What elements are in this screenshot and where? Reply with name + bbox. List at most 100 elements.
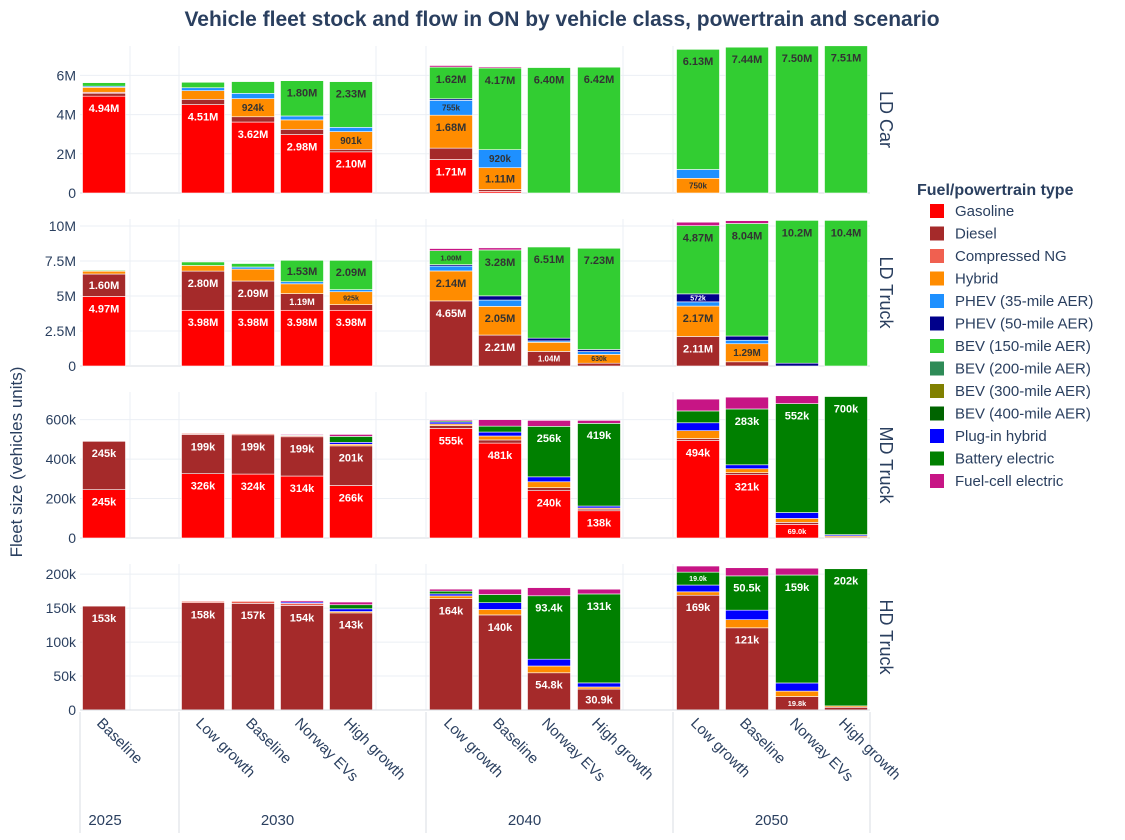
bar-md-truck-gasoline[interactable] xyxy=(725,474,769,539)
bar-ld-car-fuel-cell-electric[interactable] xyxy=(429,65,473,68)
bar-ld-truck-phev-50-mile-aer[interactable] xyxy=(577,349,621,352)
bar-ld-car-bev-150-mile-aer[interactable] xyxy=(429,66,473,100)
bar-hd-truck-fuel-cell-electric[interactable] xyxy=(429,588,473,592)
bar-ld-car-bev-150-mile-aer[interactable] xyxy=(775,45,819,194)
bar-md-truck-battery-electric[interactable] xyxy=(478,425,522,433)
bar-md-truck-diesel[interactable] xyxy=(231,434,275,475)
bar-hd-truck-battery-electric[interactable] xyxy=(725,575,769,611)
legend[interactable]: Fuel/powertrain type Gasoline Diesel Compr… xyxy=(917,182,1093,490)
bar-ld-truck-diesel[interactable] xyxy=(676,336,720,367)
bar-hd-truck-battery-electric[interactable] xyxy=(775,574,819,684)
bar-ld-car-bev-150-mile-aer[interactable] xyxy=(527,67,571,194)
bar-ld-truck-bev-150-mile-aer[interactable] xyxy=(329,260,373,290)
bar-ld-truck-bev-150-mile-aer[interactable] xyxy=(527,246,571,339)
bar-hd-truck-fuel-cell-electric[interactable] xyxy=(478,588,522,595)
bar-md-truck-gasoline[interactable] xyxy=(82,489,126,539)
bar-md-truck-diesel[interactable] xyxy=(527,487,571,491)
bar-ld-car-diesel[interactable] xyxy=(429,147,473,160)
legend-item-plug-in-hybrid[interactable]: Plug-in hybrid xyxy=(930,428,1047,445)
bar-md-truck-battery-electric[interactable] xyxy=(527,426,571,478)
bar-ld-truck-bev-150-mile-aer[interactable] xyxy=(231,263,275,268)
bar-hd-truck-hybrid[interactable] xyxy=(676,591,720,596)
bar-ld-car-diesel[interactable] xyxy=(181,99,225,105)
bar-ld-truck-phev-35-mile-aer[interactable] xyxy=(478,299,522,307)
bar-ld-truck-phev-35-mile-aer[interactable] xyxy=(280,281,324,285)
legend-item-battery-electric[interactable]: Battery electric xyxy=(930,451,1055,468)
bar-hd-truck-compressed-ng[interactable] xyxy=(181,601,225,604)
bar-ld-truck-bev-150-mile-aer[interactable] xyxy=(280,259,324,283)
bar-ld-car-bev-150-mile-aer[interactable] xyxy=(329,81,373,128)
bar-ld-car-bev-150-mile-aer[interactable] xyxy=(824,45,868,194)
bar-md-truck-fuel-cell-electric[interactable] xyxy=(478,419,522,427)
bar-ld-truck-gasoline[interactable] xyxy=(82,296,126,367)
bar-hd-truck-plug-in-hybrid[interactable] xyxy=(725,609,769,620)
bar-md-truck-gasoline[interactable] xyxy=(181,473,225,539)
bar-ld-car-bev-150-mile-aer[interactable] xyxy=(82,82,126,87)
bar-ld-truck-phev-50-mile-aer[interactable] xyxy=(775,362,819,367)
bar-ld-truck-phev-35-mile-aer[interactable] xyxy=(725,339,769,345)
bar-ld-car-bev-150-mile-aer[interactable] xyxy=(231,81,275,94)
bar-md-truck-fuel-cell-electric[interactable] xyxy=(775,395,819,404)
bar-ld-car-gasoline[interactable] xyxy=(429,159,473,194)
bar-ld-car-phev-35-mile-aer[interactable] xyxy=(231,93,275,99)
legend-item-phev-35-mile-aer[interactable]: PHEV (35-mile AER) xyxy=(930,293,1093,310)
bar-ld-truck-bev-150-mile-aer[interactable] xyxy=(181,261,225,266)
legend-item-diesel[interactable]: Diesel xyxy=(930,226,997,243)
bar-ld-car-hybrid[interactable] xyxy=(280,119,324,130)
bar-hd-truck-hybrid[interactable] xyxy=(725,619,769,629)
bar-ld-truck-diesel[interactable] xyxy=(429,300,473,367)
bar-ld-car-gasoline[interactable] xyxy=(280,134,324,194)
bar-hd-truck-fuel-cell-electric[interactable] xyxy=(577,588,621,595)
bar-ld-truck-diesel[interactable] xyxy=(329,304,373,311)
bar-ld-car-gasoline[interactable] xyxy=(181,104,225,194)
bar-ld-truck-diesel[interactable] xyxy=(478,334,522,367)
bar-md-truck-fuel-cell-electric[interactable] xyxy=(527,420,571,427)
bar-md-truck-battery-electric[interactable] xyxy=(329,436,373,443)
bar-hd-truck-plug-in-hybrid[interactable] xyxy=(527,658,571,667)
bar-hd-truck-plug-in-hybrid[interactable] xyxy=(577,682,621,688)
bar-md-truck-gasoline[interactable] xyxy=(280,475,324,539)
bar-ld-truck-fuel-cell-electric[interactable] xyxy=(676,221,720,226)
bar-ld-truck-diesel[interactable] xyxy=(577,362,621,367)
bar-md-truck-fuel-cell-electric[interactable] xyxy=(577,420,621,424)
bar-hd-truck-fuel-cell-electric[interactable] xyxy=(676,565,720,573)
bar-md-truck-fuel-cell-electric[interactable] xyxy=(329,434,373,437)
bar-ld-truck-bev-150-mile-aer[interactable] xyxy=(577,247,621,350)
bar-hd-truck-diesel[interactable] xyxy=(82,605,126,711)
bar-hd-truck-diesel[interactable] xyxy=(231,603,275,711)
bar-md-truck-gasoline[interactable] xyxy=(676,440,720,539)
bar-ld-truck-fuel-cell-electric[interactable] xyxy=(725,220,769,224)
bar-md-truck-compressed-ng[interactable] xyxy=(181,433,225,435)
legend-item-bev-200-mile-aer[interactable]: BEV (200-mile AER) xyxy=(930,361,1091,378)
bar-ld-truck-bev-150-mile-aer[interactable] xyxy=(82,270,126,272)
bar-md-truck-diesel[interactable] xyxy=(280,436,324,477)
bar-ld-truck-gasoline[interactable] xyxy=(280,309,324,367)
bar-ld-car-phev-35-mile-aer[interactable] xyxy=(329,127,373,132)
bar-md-truck-hybrid[interactable] xyxy=(527,481,571,488)
bar-md-truck-plug-in-hybrid[interactable] xyxy=(775,512,819,519)
bar-ld-truck-phev-35-mile-aer[interactable] xyxy=(429,265,473,272)
bar-hd-truck-hybrid[interactable] xyxy=(429,595,473,599)
bar-ld-car-hybrid[interactable] xyxy=(181,90,225,100)
bar-hd-truck-compressed-ng[interactable] xyxy=(231,601,275,604)
bar-ld-car-diesel[interactable] xyxy=(231,116,275,123)
bar-ld-truck-hybrid[interactable] xyxy=(478,306,522,336)
bar-md-truck-hybrid[interactable] xyxy=(478,435,522,441)
bar-ld-car-diesel[interactable] xyxy=(82,92,126,97)
bar-ld-truck-hybrid[interactable] xyxy=(676,305,720,337)
bar-hd-truck-plug-in-hybrid[interactable] xyxy=(676,584,720,593)
bar-md-truck-hybrid[interactable] xyxy=(725,468,769,473)
bar-ld-truck-bev-150-mile-aer[interactable] xyxy=(775,220,819,364)
bar-hd-truck-plug-in-hybrid[interactable] xyxy=(329,608,373,612)
bar-ld-car-bev-150-mile-aer[interactable] xyxy=(577,66,621,194)
bar-ld-car-bev-150-mile-aer[interactable] xyxy=(478,67,522,150)
bar-md-truck-battery-electric[interactable] xyxy=(775,403,819,513)
bar-hd-truck-plug-in-hybrid[interactable] xyxy=(478,602,522,610)
bar-ld-truck-fuel-cell-electric[interactable] xyxy=(429,248,473,251)
bar-ld-car-gasoline[interactable] xyxy=(231,121,275,194)
bar-md-truck-battery-electric[interactable] xyxy=(676,410,720,424)
bar-hd-truck-battery-electric[interactable] xyxy=(527,595,571,660)
bar-ld-car-diesel[interactable] xyxy=(329,148,373,153)
bar-ld-truck-gasoline[interactable] xyxy=(181,309,225,367)
bar-md-truck-plug-in-hybrid[interactable] xyxy=(478,431,522,437)
